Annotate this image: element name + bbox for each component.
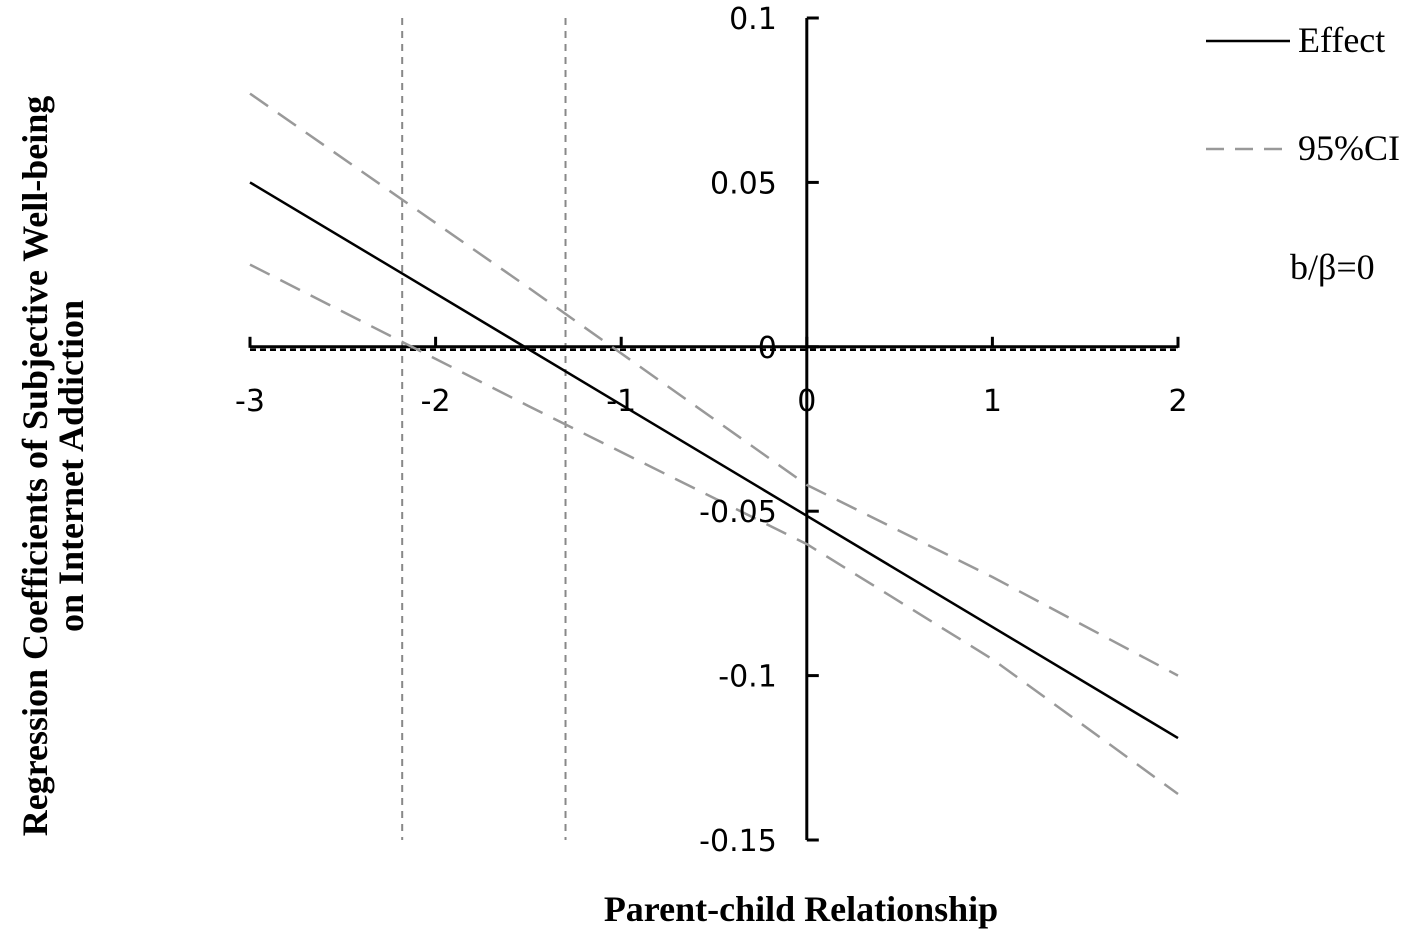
legend: Effect 95%CI b/β=0 (1206, 20, 1400, 287)
ci-upper-line (249, 92, 1179, 677)
x-tick-label: 0 (797, 384, 816, 419)
x-tick-label: -2 (421, 384, 451, 419)
y-tick-label: -0.1 (718, 660, 777, 695)
y-axis-title: Regression Coefficients of Subjective We… (15, 96, 91, 837)
y-axis-title-line-1: Regression Coefficients of Subjective We… (15, 96, 55, 837)
x-axis-title: Parent-child Relationship (604, 889, 998, 929)
x-tick-label: 1 (983, 384, 1002, 419)
x-tick-label: -3 (235, 384, 265, 419)
tick-labels: -3 -2 -1 0 1 2 0.1 0.05 0 -0.05 -0.1 -0.15 (235, 2, 1188, 859)
y-tick-label: 0.05 (710, 166, 777, 201)
axes (248, 16, 1180, 842)
y-tick-label: 0 (758, 331, 777, 366)
series-lines (249, 92, 1179, 796)
reference-lines (401, 18, 567, 840)
legend-label-effect: Effect (1298, 20, 1385, 60)
y-tick-label: -0.05 (699, 495, 777, 530)
x-tick-label: 2 (1168, 384, 1187, 419)
effect-line (249, 181, 1179, 740)
y-axis-title-line-2: on Internet Addiction (51, 300, 91, 632)
legend-label-zero: b/β=0 (1290, 247, 1375, 287)
y-tick-label: 0.1 (729, 2, 777, 37)
y-tick-label: -0.15 (699, 824, 777, 859)
legend-label-ci: 95%CI (1298, 128, 1400, 168)
x-tick-label: -1 (606, 384, 636, 419)
ci-lower-line (249, 263, 1179, 796)
